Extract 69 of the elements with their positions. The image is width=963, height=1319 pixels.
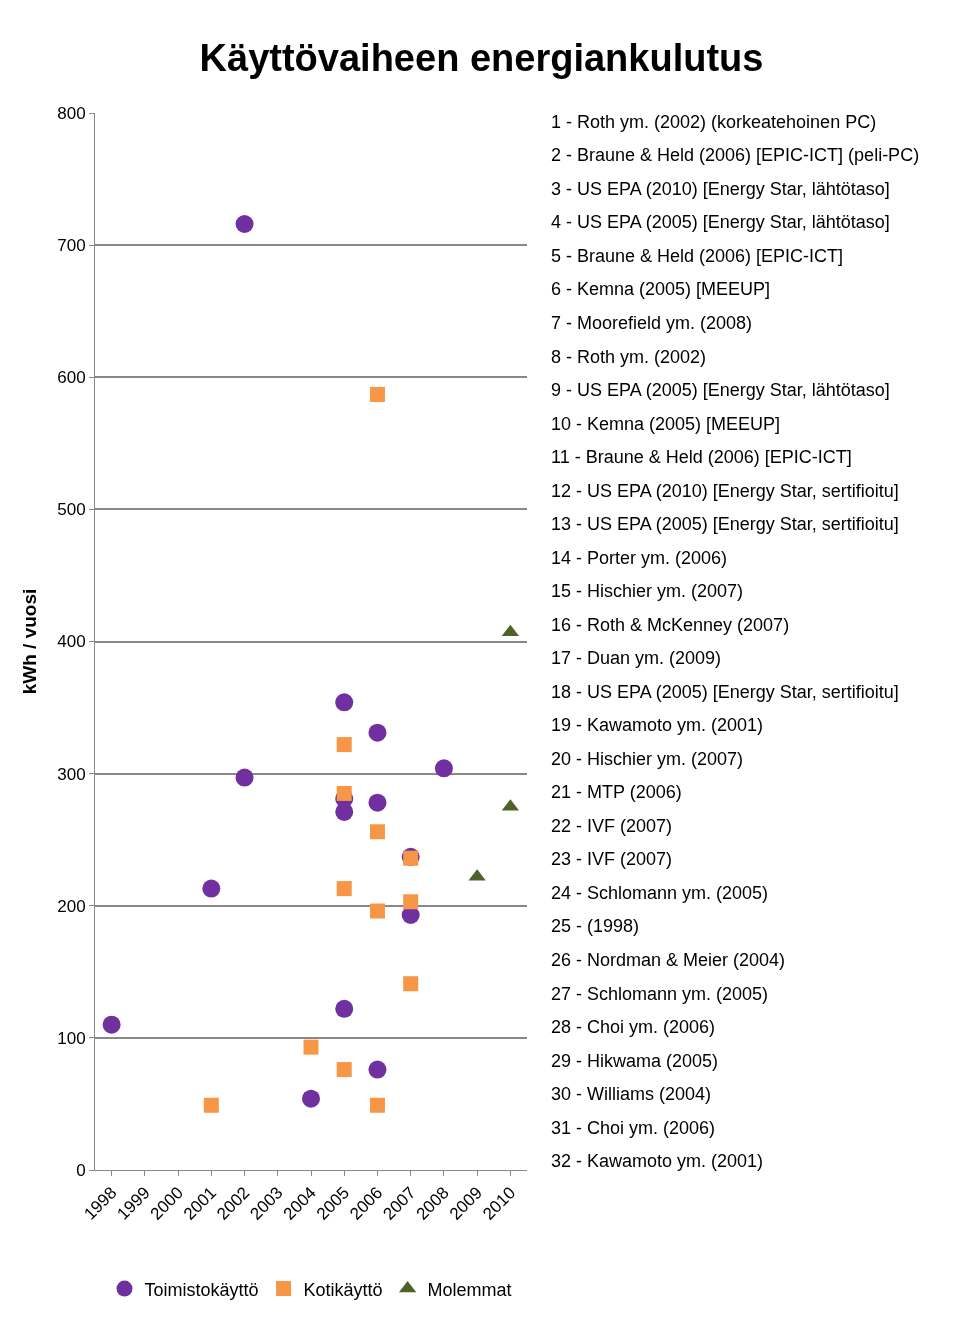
text: 22 - IVF (2007) <box>551 816 673 836</box>
point <box>403 976 419 992</box>
y-tick-label: 200 <box>57 896 86 916</box>
chart-title: Käyttövaiheen energiankulutus <box>199 37 764 80</box>
text: 21 - MTP (2006) <box>551 782 682 802</box>
text: 8 - Roth ym. (2002) <box>551 347 707 367</box>
point <box>403 894 419 910</box>
text: 29 - Hikwama (2005) <box>551 1051 719 1071</box>
text: 27 - Schlomann ym. (2005) <box>551 984 769 1004</box>
point <box>369 1097 385 1113</box>
text: 4 - US EPA (2005) [Energy Star, lähtötaso] <box>551 212 890 232</box>
point <box>336 881 352 897</box>
point <box>434 759 453 778</box>
point <box>235 768 254 787</box>
text: 10 - Kemna (2005) [MEEUP] <box>551 414 781 434</box>
y-tick-label: 700 <box>57 236 86 256</box>
y-tick-label: 400 <box>57 632 86 652</box>
point <box>335 693 354 712</box>
text: 31 - Choi ym. (2006) <box>551 1118 716 1138</box>
text: 30 - Williams (2004) <box>551 1084 712 1104</box>
text: 16 - Roth & McKenney (2007) <box>551 615 790 635</box>
text: 9 - US EPA (2005) [Energy Star, lähtötaso] <box>551 380 890 400</box>
text: 13 - US EPA (2005) [Energy Star, sertifioitu] <box>551 514 899 534</box>
text: 19 - Kawamoto ym. (2001) <box>551 715 764 735</box>
point <box>102 1015 121 1034</box>
point <box>203 1097 219 1113</box>
y-tick-label: 0 <box>76 1160 86 1180</box>
y-tick-label: 500 <box>57 500 86 520</box>
point <box>368 723 387 742</box>
text: 6 - Kemna (2005) [MEEUP] <box>551 279 771 299</box>
text: 2 - Braune & Held (2006) [EPIC-ICT] (peli-PC) <box>551 145 920 165</box>
text: 26 - Nordman & Meier (2004) <box>551 950 786 970</box>
text: 24 - Schlomann ym. (2005) <box>551 883 769 903</box>
text: 15 - Hischier ym. (2007) <box>551 581 744 601</box>
point <box>302 1089 320 1108</box>
point <box>336 737 352 753</box>
text: 3 - US EPA (2010) [Energy Star, lähtötaso] <box>551 179 890 199</box>
point <box>235 214 254 233</box>
text: 32 - Kawamoto ym. (2001) <box>551 1151 764 1171</box>
text: 17 - Duan ym. (2009) <box>551 648 722 668</box>
point <box>369 386 385 402</box>
text: 1 - Roth ym. (2002) (korkeatehoinen PC) <box>551 112 877 132</box>
y-tick-label: 300 <box>57 764 86 784</box>
text: 28 - Choi ym. (2006) <box>551 1017 716 1037</box>
legend-label: Kotikäyttö <box>303 1279 383 1300</box>
point <box>335 999 354 1018</box>
point <box>336 1062 352 1078</box>
point <box>336 785 352 801</box>
point <box>368 1060 387 1079</box>
legend-label: Molemmat <box>427 1279 512 1300</box>
point <box>369 903 385 919</box>
text: 25 - (1998) <box>551 916 640 936</box>
point <box>369 824 385 840</box>
point <box>202 879 221 898</box>
legend-label: Toimistokäyttö <box>144 1279 259 1300</box>
point <box>368 793 387 812</box>
text: 14 - Porter ym. (2006) <box>551 548 728 568</box>
y-tick-label: 800 <box>57 103 86 123</box>
text: 20 - Hischier ym. (2007) <box>551 749 744 769</box>
text: 7 - Moorefield ym. (2008) <box>551 313 753 333</box>
text: 12 - US EPA (2010) [Energy Star, sertifioitu] <box>551 481 899 501</box>
y-axis-title: kWh / vuosi <box>19 588 41 695</box>
text: 5 - Braune & Held (2006) [EPIC-ICT] <box>551 246 844 266</box>
text: 18 - US EPA (2005) [Energy Star, sertifioitu] <box>551 682 899 702</box>
point <box>303 1039 319 1055</box>
y-tick-label: 100 <box>57 1028 86 1048</box>
y-tick-label: 600 <box>57 368 86 388</box>
text: 11 - Braune & Held (2006) [EPIC-ICT] <box>551 447 852 467</box>
text: 23 - IVF (2007) <box>551 849 673 869</box>
